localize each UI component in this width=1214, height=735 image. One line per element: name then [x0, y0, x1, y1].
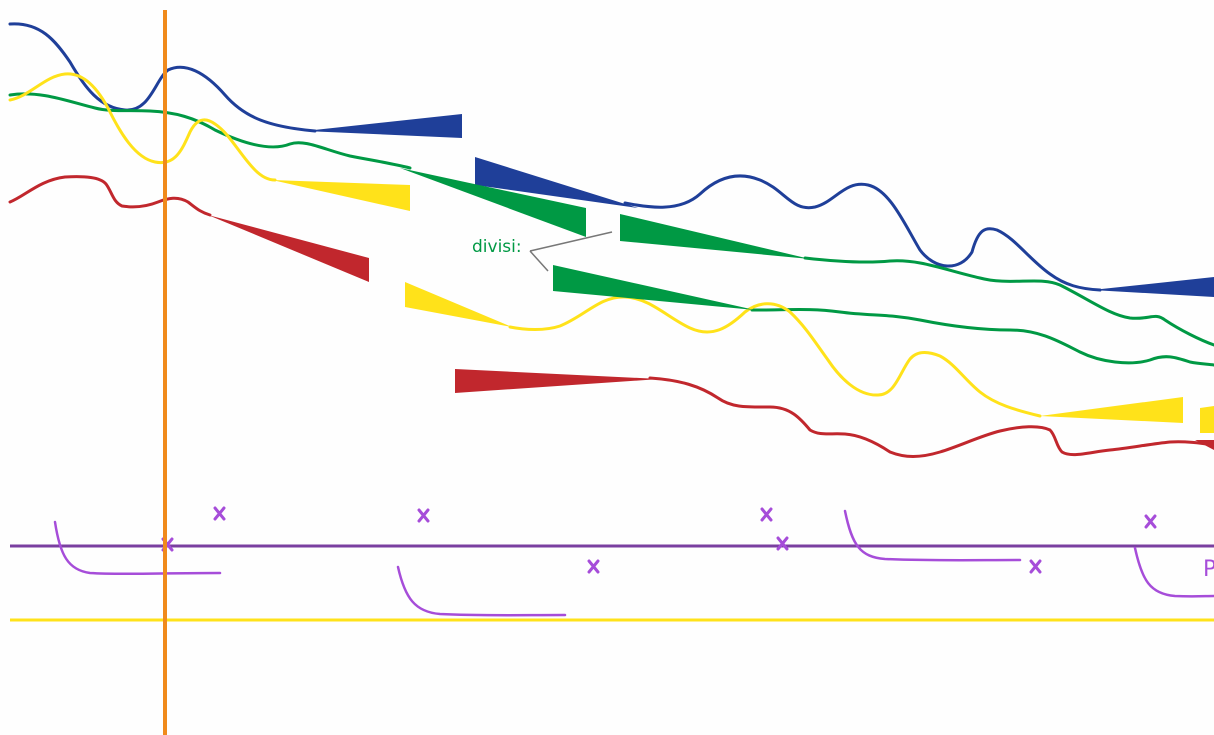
red-wedge — [1195, 440, 1214, 450]
blue-wedge — [305, 114, 462, 138]
green-wedge — [400, 168, 586, 237]
yellow-curve — [508, 295, 1042, 418]
blue-curve — [623, 174, 1102, 292]
divisi-leader — [529, 250, 549, 272]
cross-marker — [417, 508, 430, 523]
cross-marker — [1144, 514, 1157, 529]
green-curve — [803, 256, 1214, 347]
yellow-wedge — [272, 180, 410, 211]
divisi-leader — [529, 231, 613, 252]
cross-marker — [587, 559, 600, 574]
yellow-wedge — [405, 282, 512, 327]
red-wedge — [455, 369, 660, 393]
glide-stroke — [843, 509, 1022, 562]
cross-marker — [760, 507, 773, 522]
yellow-curve — [8, 72, 277, 182]
cross-marker — [776, 536, 789, 551]
cross-marker — [1029, 559, 1042, 574]
red-curve — [8, 175, 212, 217]
green-wedge — [620, 214, 810, 259]
yellow-wedge — [1200, 406, 1214, 433]
glide-stroke — [396, 565, 567, 617]
edge-label: P — [1203, 557, 1214, 582]
cross-markers — [161, 506, 1157, 574]
blue-wedge — [1092, 277, 1214, 297]
glide-stroke — [1133, 546, 1214, 598]
red-wedge — [208, 215, 369, 282]
blue-wedge — [475, 157, 638, 208]
glide-stroke — [53, 520, 222, 576]
cross-marker — [213, 506, 226, 521]
green-curve — [8, 92, 412, 170]
green-curve — [750, 308, 1214, 367]
red-curve — [648, 376, 1214, 458]
divisi-label: divisi: — [472, 237, 522, 257]
yellow-wedge — [1040, 397, 1183, 423]
green-wedge — [553, 265, 755, 310]
blue-curve — [8, 22, 317, 133]
